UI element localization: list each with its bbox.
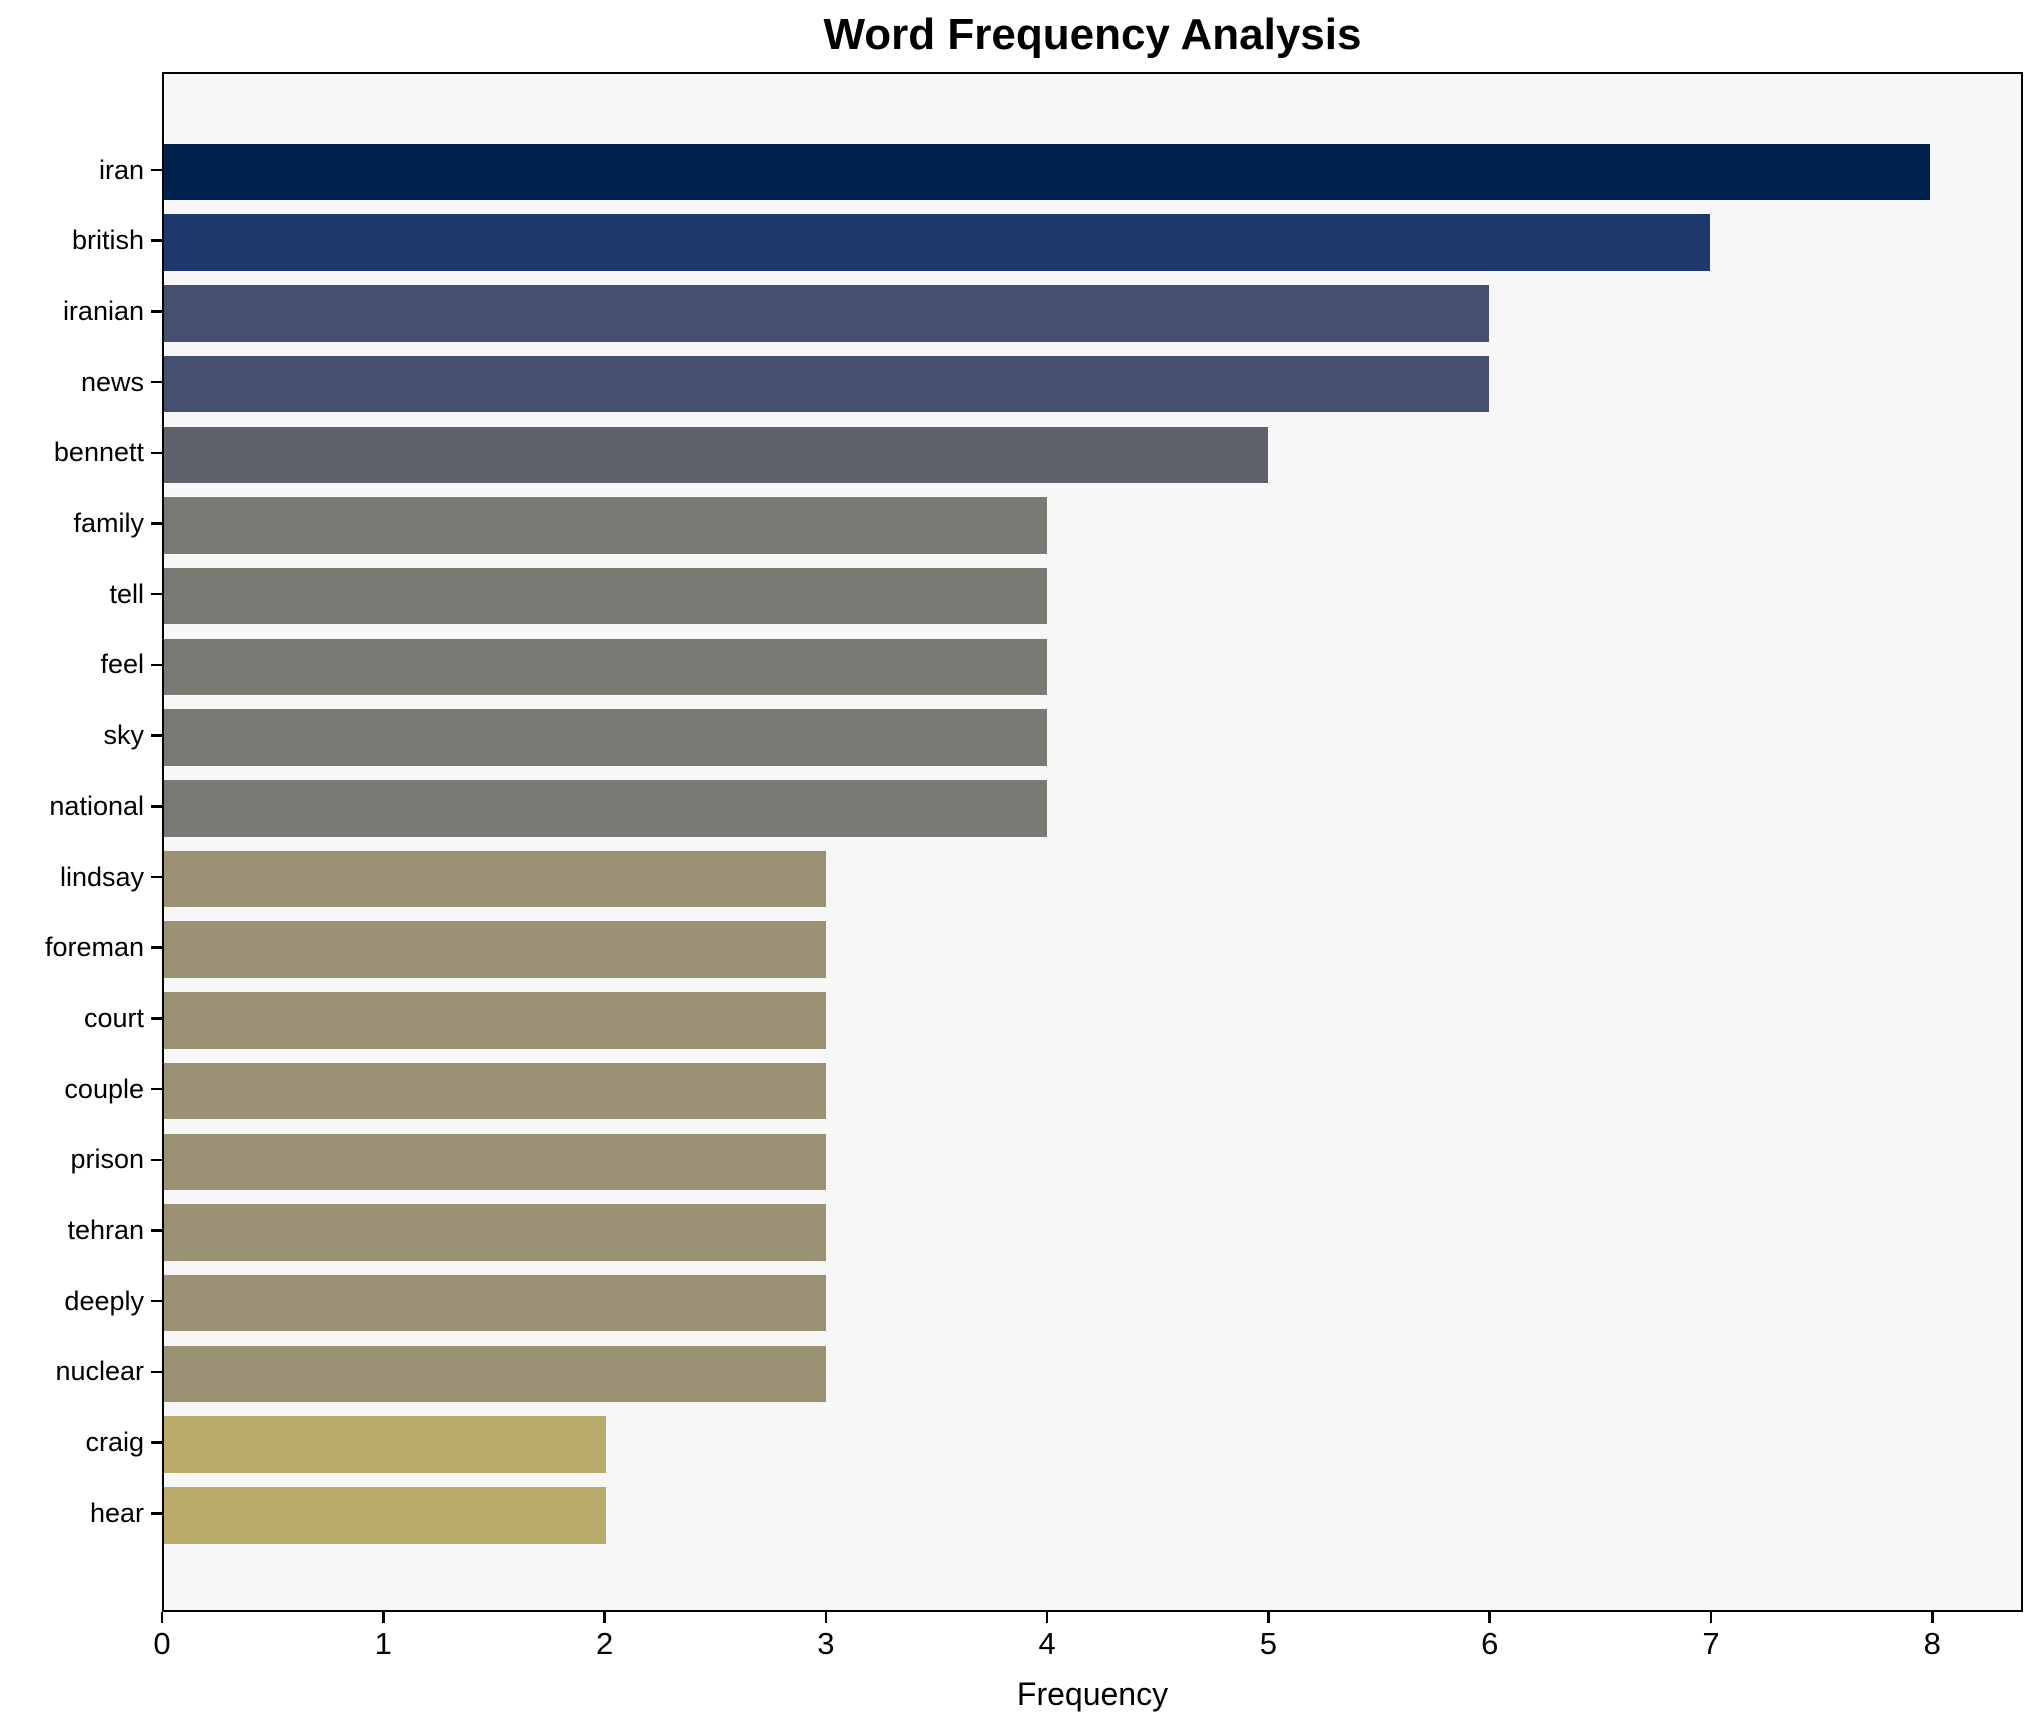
bar-deeply [164, 1274, 827, 1332]
x-tick-label-6: 6 [1481, 1626, 1499, 1661]
bar-tehran [164, 1204, 827, 1261]
y-tick-label-couple: couple [64, 1073, 144, 1104]
bar-sky [164, 709, 1048, 766]
bar-prison [164, 1133, 827, 1191]
x-tick-4 [1045, 1612, 1049, 1623]
x-tick-label-4: 4 [1038, 1626, 1056, 1661]
bar-foreman [164, 921, 827, 978]
y-tick-family [151, 522, 162, 525]
y-tick-label-hear: hear [89, 1497, 144, 1528]
y-tick-british [151, 239, 162, 242]
x-tick-label-5: 5 [1259, 1626, 1278, 1661]
x-tick-1 [382, 1612, 385, 1623]
x-tick-label-7: 7 [1702, 1626, 1720, 1661]
bar-news [164, 355, 1489, 413]
y-tick-label-national: national [49, 790, 144, 821]
y-tick-label-news: news [80, 366, 144, 397]
y-tick-label-tehran: tehran [67, 1215, 144, 1245]
y-tick-label-foreman: foreman [44, 932, 144, 963]
y-tick-label-iran: iran [98, 154, 144, 185]
y-tick-deeply [151, 1299, 162, 1303]
bar-family [164, 497, 1048, 554]
y-tick-iranian [151, 310, 162, 313]
y-tick-label-court: court [83, 1002, 144, 1033]
y-tick-label-nuclear: nuclear [55, 1356, 144, 1387]
bar-hear [164, 1487, 606, 1544]
x-tick-5 [1267, 1612, 1270, 1623]
y-tick-sky [151, 734, 162, 737]
bar-nuclear [164, 1345, 827, 1403]
x-tick-label-8: 8 [1923, 1626, 1941, 1661]
y-tick-label-feel: feel [100, 649, 144, 680]
bar-bennett [164, 426, 1269, 484]
y-tick-feel [151, 663, 162, 667]
x-tick-label-3: 3 [817, 1626, 835, 1661]
y-tick-lindsay [151, 875, 162, 879]
y-tick-label-sky: sky [103, 720, 145, 751]
y-tick-bennett [151, 451, 162, 455]
y-tick-label-tell: tell [109, 578, 144, 609]
y-tick-couple [151, 1087, 162, 1091]
y-tick-label-iranian: iranian [62, 295, 144, 326]
y-tick-label-lindsay: lindsay [59, 861, 144, 892]
y-tick-hear [151, 1512, 162, 1515]
y-tick-label-deeply: deeply [64, 1285, 144, 1316]
bar-feel [164, 638, 1048, 696]
y-tick-national [151, 805, 162, 808]
bar-tell [164, 567, 1048, 625]
x-tick-7 [1709, 1612, 1713, 1623]
bar-iran [164, 143, 1931, 201]
y-tick-label-family: family [73, 508, 144, 538]
x-tick-6 [1488, 1612, 1491, 1623]
y-tick-tehran [151, 1229, 162, 1232]
x-tick-label-2: 2 [595, 1626, 614, 1661]
bar-court [164, 992, 827, 1049]
y-tick-label-british: british [71, 225, 144, 256]
y-tick-news [151, 380, 162, 384]
y-tick-label-prison: prison [70, 1144, 144, 1175]
y-tick-label-bennett: bennett [53, 437, 144, 468]
y-tick-label-craig: craig [85, 1427, 144, 1458]
y-tick-craig [151, 1441, 162, 1444]
bar-lindsay [164, 850, 827, 908]
bar-national [164, 780, 1048, 837]
plot-area [162, 72, 2023, 1612]
x-tick-label-1: 1 [374, 1626, 392, 1661]
bar-iranian [164, 285, 1489, 342]
chart-title: Word Frequency Analysis [823, 10, 1362, 59]
x-tick-3 [824, 1612, 828, 1623]
y-tick-prison [151, 1158, 162, 1162]
y-tick-iran [151, 168, 162, 172]
x-tick-8 [1931, 1612, 1934, 1623]
x-tick-0 [160, 1612, 164, 1623]
y-tick-court [151, 1017, 162, 1020]
x-tick-label-0: 0 [153, 1626, 171, 1661]
bar-craig [164, 1416, 606, 1473]
bar-couple [164, 1062, 827, 1120]
y-tick-tell [151, 592, 162, 596]
y-tick-nuclear [151, 1370, 162, 1374]
x-tick-2 [603, 1612, 606, 1623]
x-axis-label: Frequency [1016, 1676, 1169, 1712]
bar-british [164, 214, 1710, 271]
y-tick-foreman [151, 946, 162, 949]
